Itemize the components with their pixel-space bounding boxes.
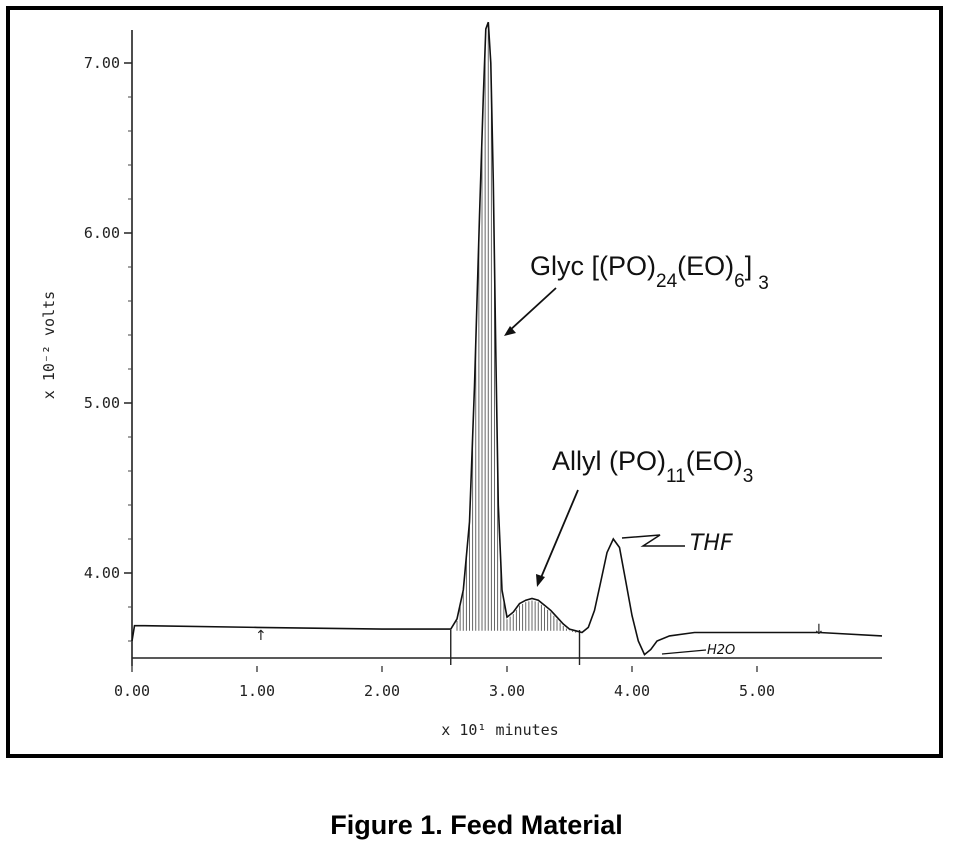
- x-tick-label: 5.00: [739, 682, 775, 700]
- y-tick-label: 7.00: [84, 54, 120, 72]
- x-tick-label: 0.00: [114, 682, 150, 700]
- h2o-arrow: [661, 649, 707, 655]
- y-tick-label: 6.00: [84, 224, 120, 242]
- x-tick-label: 2.00: [364, 682, 400, 700]
- allyl-arrowhead: [536, 574, 545, 587]
- event-marker-up: ↑: [255, 628, 267, 644]
- chromatogram-trace: [131, 21, 883, 656]
- thf-annotation: THF: [690, 531, 733, 556]
- y-axis-title: x 10⁻² volts: [40, 291, 58, 399]
- glyc-annotation: Glyc [(PO)24(EO)6]3: [530, 251, 769, 294]
- y-tick-label: 5.00: [84, 394, 120, 412]
- h2o-annotation: H2O: [707, 643, 735, 658]
- glyc-arrowhead: [504, 326, 516, 336]
- glyc-arrow: [507, 287, 557, 333]
- figure-caption: Figure 1. Feed Material: [330, 810, 623, 840]
- allyl-annotation: Allyl (PO)11(EO)3: [552, 446, 753, 487]
- x-tick-label: 4.00: [614, 682, 650, 700]
- y-tick-label: 4.00: [84, 564, 120, 582]
- thf-arrow: [621, 534, 685, 547]
- x-axis-title: x 10¹ minutes: [441, 721, 558, 739]
- event-marker-down: ↓: [813, 622, 825, 638]
- x-tick-label: 3.00: [489, 682, 525, 700]
- allyl-arrow: [539, 489, 579, 581]
- x-tick-label: 1.00: [239, 682, 275, 700]
